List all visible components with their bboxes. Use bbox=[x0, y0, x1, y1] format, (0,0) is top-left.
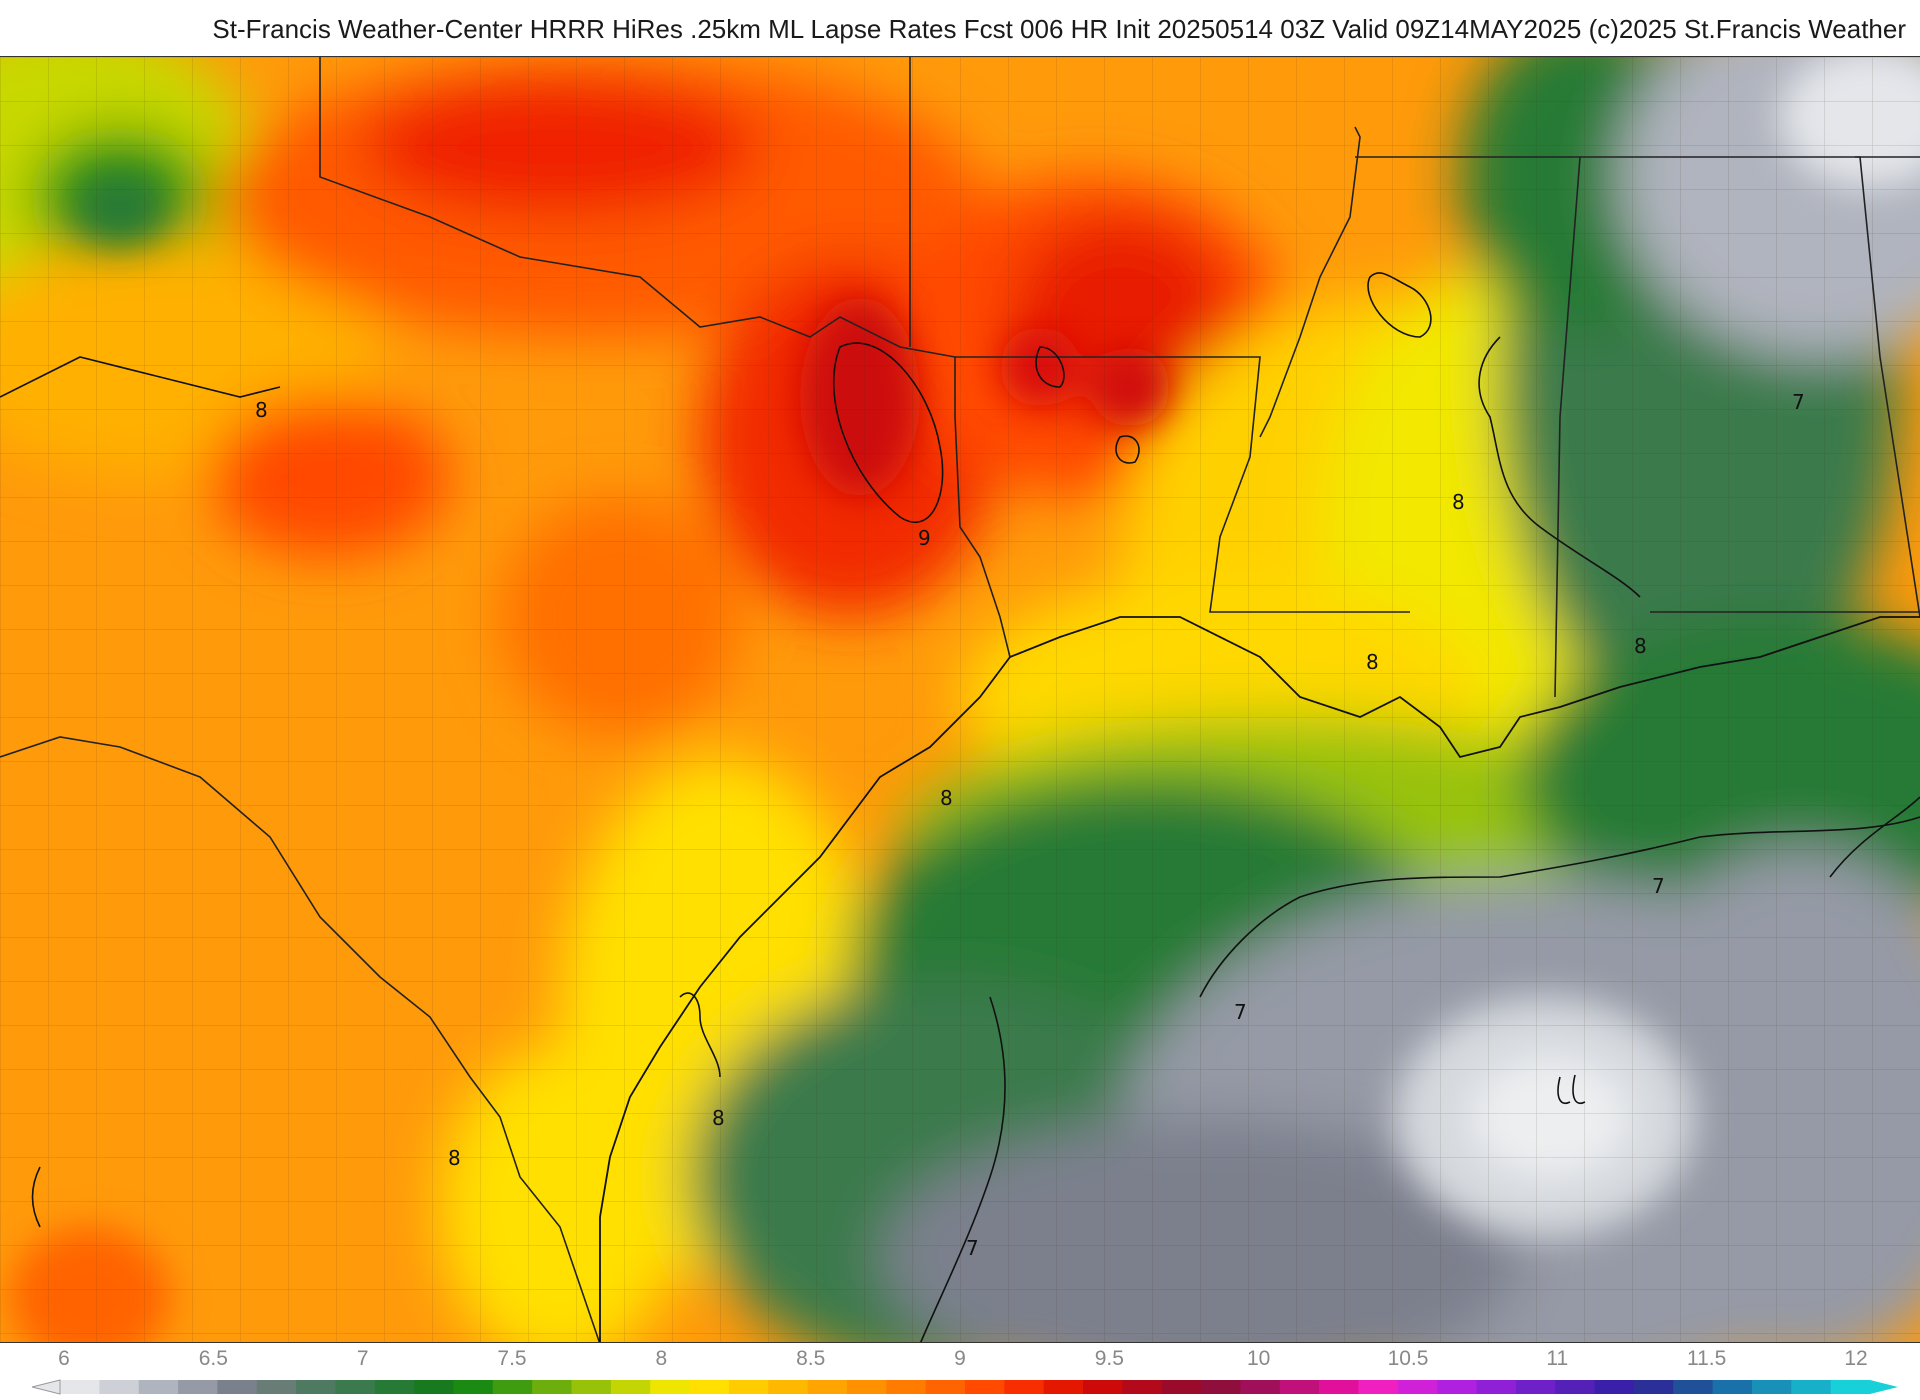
legend-swatch bbox=[492, 1380, 533, 1394]
contour-label: 7 bbox=[1792, 390, 1805, 414]
contour-label: 8 bbox=[448, 1146, 461, 1170]
legend-swatch bbox=[335, 1380, 376, 1394]
contour-label: 8 bbox=[255, 398, 268, 422]
legend-swatch bbox=[689, 1380, 730, 1394]
legend-swatch bbox=[807, 1380, 848, 1394]
coastline bbox=[599, 616, 1920, 1342]
legend-swatch bbox=[1161, 1380, 1202, 1394]
contour-lines bbox=[0, 272, 1920, 1342]
contour-label: 9 bbox=[918, 526, 931, 550]
legend-tick-label: 6.5 bbox=[199, 1347, 228, 1370]
legend-tick-label: 6 bbox=[58, 1347, 70, 1370]
legend-swatch bbox=[925, 1380, 966, 1394]
legend-swatch bbox=[296, 1380, 336, 1394]
legend-swatch bbox=[1555, 1380, 1596, 1394]
contour-label: 8 bbox=[712, 1106, 725, 1130]
legend-swatch bbox=[1476, 1380, 1517, 1394]
contour-label: 8 bbox=[1452, 490, 1465, 514]
legend-swatch bbox=[453, 1380, 494, 1394]
legend-swatch bbox=[1437, 1380, 1478, 1394]
legend-swatch bbox=[256, 1380, 297, 1394]
color-legend: 6 6.5 7 7.5 8 8.5 9 9.5 10 10.5 11 11.5 12 bbox=[0, 1343, 1920, 1400]
legend-tick-label: 7.5 bbox=[497, 1347, 526, 1370]
legend-swatch bbox=[1712, 1380, 1753, 1394]
legend-swatch bbox=[650, 1380, 691, 1394]
legend-swatch bbox=[965, 1380, 1005, 1394]
legend-swatch bbox=[1515, 1380, 1556, 1394]
legend-arrow-left bbox=[31, 1379, 61, 1395]
legend-tick-label: 9.5 bbox=[1095, 1347, 1124, 1370]
contour-label: 7 bbox=[966, 1236, 979, 1260]
legend-swatch bbox=[1358, 1380, 1399, 1394]
legend-swatch bbox=[138, 1380, 179, 1394]
legend-tick-label: 10 bbox=[1247, 1347, 1270, 1370]
legend-swatch bbox=[532, 1380, 573, 1394]
legend-swatch bbox=[1319, 1380, 1359, 1394]
legend-swatch bbox=[610, 1380, 651, 1394]
legend-swatch bbox=[1043, 1380, 1084, 1394]
legend-swatch bbox=[414, 1380, 454, 1394]
legend-tick-label: 10.5 bbox=[1388, 1347, 1429, 1370]
title-bar: St-Francis Weather-Center HRRR HiRes .25… bbox=[0, 0, 1920, 56]
legend-swatch bbox=[1751, 1380, 1792, 1394]
legend-tick-label: 9 bbox=[954, 1347, 966, 1370]
legend-swatch bbox=[1594, 1380, 1635, 1394]
legend-tick-label: 12 bbox=[1844, 1347, 1867, 1370]
legend-tick-label: 8.5 bbox=[796, 1347, 825, 1370]
legend-swatch bbox=[217, 1380, 258, 1394]
legend-ticks: 6 6.5 7 7.5 8 8.5 9 9.5 10 10.5 11 11.5 12 bbox=[58, 1347, 1868, 1370]
legend-swatch bbox=[1083, 1380, 1123, 1394]
legend-swatch bbox=[374, 1380, 415, 1394]
weather-map: 8 9 8 8 8 8 8 8 7 7 7 7 bbox=[0, 56, 1920, 1343]
legend-tick-label: 11 bbox=[1546, 1347, 1568, 1370]
legend-swatch bbox=[1673, 1380, 1714, 1394]
legend-swatch bbox=[1830, 1380, 1871, 1394]
legend-swatch bbox=[846, 1380, 887, 1394]
legend-swatch bbox=[99, 1380, 140, 1394]
state-borders bbox=[0, 57, 1920, 1342]
legend-swatch bbox=[60, 1380, 100, 1394]
legend-swatch bbox=[1122, 1380, 1163, 1394]
legend-color-bar bbox=[31, 1379, 1898, 1395]
legend-swatch bbox=[1201, 1380, 1241, 1394]
legend-swatch bbox=[1279, 1380, 1320, 1394]
legend-swatch bbox=[178, 1380, 218, 1394]
legend-swatch bbox=[571, 1380, 612, 1394]
legend-swatch bbox=[728, 1380, 769, 1394]
legend-swatch bbox=[1397, 1380, 1438, 1394]
legend-swatch bbox=[1633, 1380, 1674, 1394]
lapse-rate-field: 8 9 8 8 8 8 8 8 7 7 7 7 bbox=[0, 57, 1920, 1342]
legend-scale: 6 6.5 7 7.5 8 8.5 9 9.5 10 10.5 11 11.5 12 bbox=[31, 1347, 1898, 1395]
legend-swatch bbox=[1240, 1380, 1281, 1394]
legend-tick-label: 8 bbox=[655, 1347, 667, 1370]
legend-tick-label: 7 bbox=[357, 1347, 369, 1370]
legend-swatch bbox=[1004, 1380, 1045, 1394]
legend-swatch bbox=[886, 1380, 927, 1394]
contour-label: 8 bbox=[940, 786, 953, 810]
contour-label: 8 bbox=[1366, 650, 1379, 674]
legend-swatch bbox=[768, 1380, 809, 1394]
contour-label: 7 bbox=[1234, 1000, 1247, 1024]
county-grid bbox=[0, 57, 1920, 1342]
contour-label-group: 8 9 8 8 8 8 8 8 7 7 7 7 bbox=[255, 390, 1805, 1260]
legend-tick-label: 11.5 bbox=[1687, 1347, 1726, 1370]
map-title: St-Francis Weather-Center HRRR HiRes .25… bbox=[212, 14, 1906, 44]
contour-label: 7 bbox=[1652, 874, 1665, 898]
legend-swatch bbox=[1791, 1380, 1832, 1394]
legend-arrow-right bbox=[1870, 1380, 1898, 1394]
contour-label: 8 bbox=[1634, 634, 1647, 658]
